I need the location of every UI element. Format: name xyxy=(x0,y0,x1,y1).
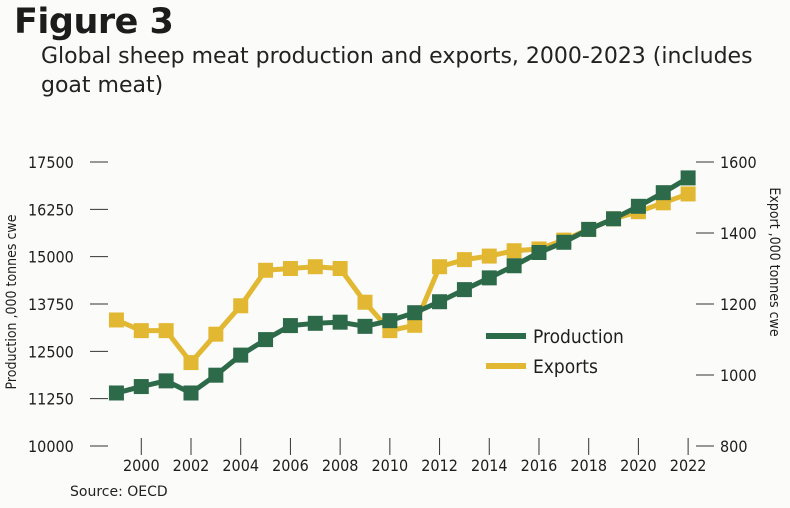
data-point-exports xyxy=(158,323,174,339)
data-point-exports xyxy=(233,298,249,314)
left-tick-label: 10000 xyxy=(28,437,74,456)
data-point-production xyxy=(456,282,472,298)
data-point-production xyxy=(680,170,696,186)
x-axis: 2000 2002 2004 2006 2008 2010 2012 2014 2016 2018… xyxy=(123,438,706,475)
data-point-production xyxy=(506,258,522,274)
left-y-axis: 10000 11250 12500 13750 15000 16250 17500 xyxy=(28,153,108,456)
x-tick-label: 2016 xyxy=(521,456,558,475)
right-tick-label: 1200 xyxy=(720,295,757,314)
x-tick-label: 2000 xyxy=(123,456,160,475)
data-point-production xyxy=(556,234,572,250)
left-tick-label: 16250 xyxy=(28,200,74,219)
left-tick-label: 17500 xyxy=(28,153,74,172)
x-tick-label: 2014 xyxy=(471,456,508,475)
data-point-production xyxy=(258,332,274,348)
x-tick-label: 2002 xyxy=(173,456,210,475)
data-point-production xyxy=(158,373,174,389)
data-point-production xyxy=(133,379,149,395)
series-layer xyxy=(108,170,696,401)
legend-label-exports: Exports xyxy=(533,356,598,378)
x-tick-label: 2022 xyxy=(670,456,707,475)
figure-heading: Figure 3 xyxy=(14,2,174,42)
data-point-exports xyxy=(332,261,348,276)
data-point-exports xyxy=(108,312,124,328)
data-point-exports xyxy=(183,355,199,371)
figure-title: Global sheep meat production and exports… xyxy=(41,44,753,98)
left-tick-label: 13750 xyxy=(28,295,74,314)
data-point-production xyxy=(357,318,373,334)
data-point-production xyxy=(282,318,298,334)
data-point-production xyxy=(531,245,547,261)
legend-label-production: Production xyxy=(533,326,624,348)
data-point-production xyxy=(432,294,448,310)
data-point-production xyxy=(208,367,224,383)
data-point-exports xyxy=(680,186,696,202)
data-point-production xyxy=(630,198,646,214)
data-point-production xyxy=(655,185,671,201)
left-axis-label: Production ,000 tonnes cwe xyxy=(4,214,20,389)
data-point-production xyxy=(233,347,249,363)
data-point-exports xyxy=(208,326,224,342)
data-point-exports xyxy=(506,243,522,259)
x-tick-label: 2006 xyxy=(272,456,309,475)
series-line-production xyxy=(115,175,690,396)
data-point-production xyxy=(108,385,124,401)
right-axis-label: Export ,000 tonnes cwe xyxy=(766,187,782,336)
data-point-exports xyxy=(282,261,298,276)
data-point-production xyxy=(481,270,497,286)
data-point-exports xyxy=(407,317,423,333)
x-tick-label: 2008 xyxy=(322,456,359,475)
data-point-exports xyxy=(307,259,323,275)
data-point-production xyxy=(581,221,597,237)
left-tick-label: 15000 xyxy=(28,248,74,267)
data-point-exports xyxy=(481,248,497,264)
right-tick-label: 1600 xyxy=(720,153,757,172)
data-point-exports xyxy=(357,294,373,310)
x-tick-label: 2018 xyxy=(570,456,607,475)
data-point-production xyxy=(407,305,423,321)
right-tick-label: 800 xyxy=(720,437,747,456)
x-tick-label: 2012 xyxy=(421,456,458,475)
data-point-exports xyxy=(456,252,472,268)
left-tick-label: 11250 xyxy=(28,390,74,409)
x-tick-label: 2020 xyxy=(620,456,657,475)
data-point-exports xyxy=(133,323,149,339)
x-tick-label: 2004 xyxy=(222,456,259,475)
x-tick-label: 2010 xyxy=(372,456,409,475)
left-tick-label: 12500 xyxy=(28,342,74,361)
source-note: Source: OECD xyxy=(70,484,168,500)
data-point-production xyxy=(332,314,348,330)
right-tick-label: 1400 xyxy=(720,224,757,243)
data-point-production xyxy=(307,315,323,331)
data-point-exports xyxy=(258,262,274,278)
right-tick-label: 1000 xyxy=(720,366,757,385)
data-point-production xyxy=(606,211,622,227)
data-point-exports xyxy=(432,259,448,275)
data-point-production xyxy=(382,313,398,329)
right-y-axis: 800 1000 1200 1400 1600 xyxy=(696,153,757,456)
data-point-production xyxy=(183,385,199,401)
legend: Production Exports xyxy=(486,326,624,378)
